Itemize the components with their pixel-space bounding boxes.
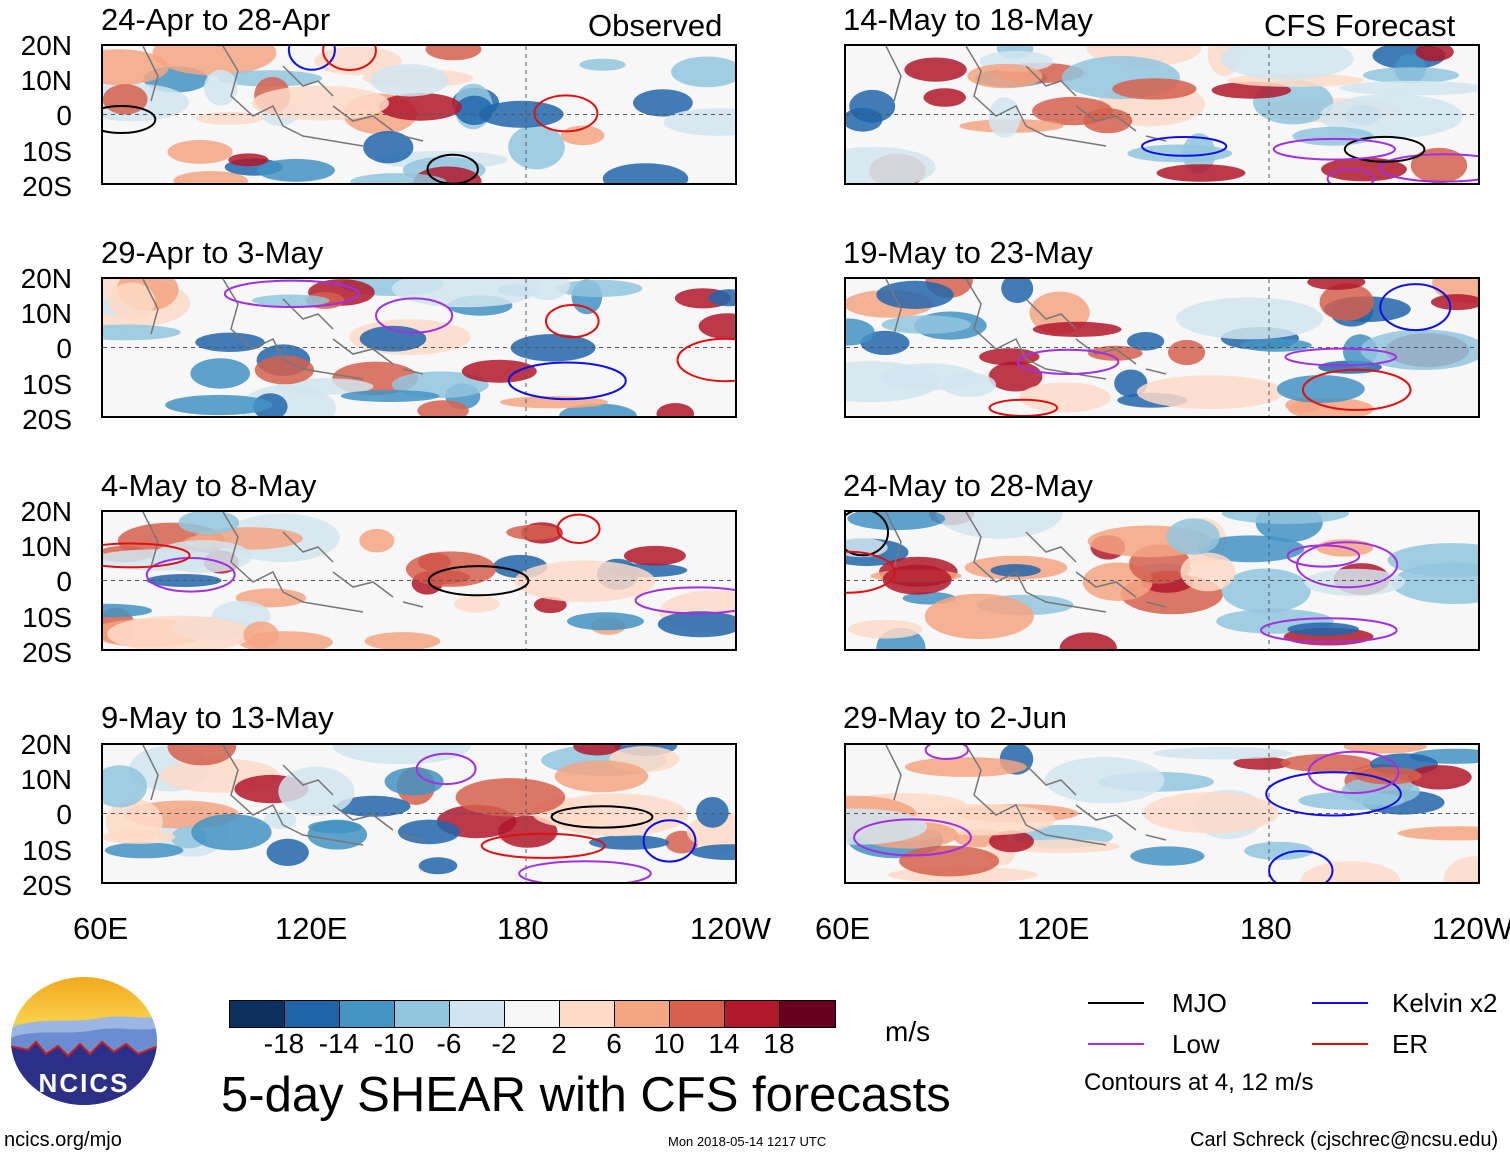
y-tick: 10N: [20, 298, 72, 329]
legend-label-low: Low: [1172, 1029, 1220, 1059]
panel-title-fc-1: 14-May to 18-May: [843, 2, 1093, 37]
forecast-label: CFS Forecast: [1264, 8, 1456, 43]
shear-field: [846, 745, 1478, 882]
colorbar-tick-label: 2: [551, 1028, 567, 1059]
colorbar-swatch: [450, 1001, 505, 1027]
shear-field: [846, 512, 1478, 649]
shear-field: [846, 46, 1478, 183]
colorbar-tick-label: -2: [491, 1028, 517, 1059]
colorbar-swatch: [780, 1001, 835, 1027]
y-tick: 0: [56, 799, 72, 830]
shear-field: [103, 279, 735, 416]
colorbar: [229, 1000, 836, 1028]
timestamp: Mon 2018-05-14 1217 UTC: [668, 1134, 827, 1149]
source-link[interactable]: ncics.org/mjo: [4, 1129, 122, 1151]
colorbar-tick-label: -10: [373, 1028, 415, 1059]
y-tick: 20S: [22, 637, 72, 668]
shear-field: [103, 745, 735, 882]
colorbar-tick-label: -18: [263, 1028, 305, 1059]
main-title: 5-day SHEAR with CFS forecasts: [221, 1068, 951, 1122]
legend-label-mjo: MJO: [1172, 988, 1227, 1018]
panel-title-obs-3: 4-May to 8-May: [101, 468, 317, 503]
y-tick: 10N: [20, 764, 72, 795]
colorbar-tick-label: 6: [606, 1028, 622, 1059]
y-tick: 10S: [22, 136, 72, 167]
colorbar-swatch: [615, 1001, 670, 1027]
colorbar-swatch: [560, 1001, 615, 1027]
legend-label-kelvin: Kelvin x2: [1392, 988, 1498, 1018]
legend-line-low: [1088, 1043, 1144, 1045]
y-tick: 20N: [20, 496, 72, 527]
x-tick-right-180: 180: [1240, 911, 1292, 946]
ncics-logo: NCICS: [10, 976, 158, 1106]
y-tick: 10S: [22, 602, 72, 633]
map-panel-obs-1: [101, 44, 737, 185]
map-panel-fc-1: [844, 44, 1480, 185]
y-tick: 0: [56, 566, 72, 597]
panel-title-fc-4: 29-May to 2-Jun: [843, 700, 1067, 735]
units-label: m/s: [885, 1016, 931, 1047]
colorbar-swatch: [285, 1001, 340, 1027]
panel-title-obs-2: 29-Apr to 3-May: [101, 235, 324, 270]
y-tick: 10S: [22, 369, 72, 400]
panel-title-obs-1: 24-Apr to 28-Apr: [101, 2, 331, 37]
x-tick-left-120w: 120W: [690, 911, 771, 946]
y-tick: 20S: [22, 870, 72, 901]
shear-field: [103, 46, 735, 183]
colorbar-swatch: [725, 1001, 780, 1027]
y-tick: 10S: [22, 835, 72, 866]
y-tick: 20N: [20, 30, 72, 61]
colorbar-tick-label: -6: [436, 1028, 462, 1059]
observed-label: Observed: [588, 8, 723, 43]
y-tick: 10N: [20, 531, 72, 562]
x-tick-left-60e: 60E: [73, 911, 129, 946]
colorbar-swatch: [670, 1001, 725, 1027]
colorbar-swatch: [395, 1001, 450, 1027]
colorbar-swatch: [505, 1001, 560, 1027]
y-tick: 0: [56, 333, 72, 364]
map-panel-fc-3: [844, 510, 1480, 651]
map-panel-obs-3: [101, 510, 737, 651]
x-tick-right-60e: 60E: [815, 911, 871, 946]
y-tick: 20N: [20, 263, 72, 294]
y-tick: 20N: [20, 729, 72, 760]
colorbar-tick-label: 14: [708, 1028, 740, 1059]
legend-label-er: ER: [1392, 1029, 1429, 1059]
credit: Carl Schreck (cjschrec@ncsu.edu): [1190, 1129, 1499, 1151]
legend-line-er: [1312, 1043, 1368, 1045]
map-panel-fc-2: [844, 277, 1480, 418]
colorbar-tick-label: 18: [763, 1028, 795, 1059]
y-tick: 20S: [22, 171, 72, 202]
colorbar-tick-label: 10: [653, 1028, 685, 1059]
panel-title-fc-2: 19-May to 23-May: [843, 235, 1093, 270]
map-panel-fc-4: [844, 743, 1480, 884]
colorbar-swatch: [340, 1001, 395, 1027]
x-tick-right-120e: 120E: [1017, 911, 1090, 946]
panel-title-fc-3: 24-May to 28-May: [843, 468, 1093, 503]
colorbar-tick-label: -14: [318, 1028, 360, 1059]
logo-text: NCICS: [39, 1068, 130, 1098]
legend-line-kelvin: [1312, 1002, 1368, 1004]
shear-field: [846, 279, 1478, 416]
map-panel-obs-2: [101, 277, 737, 418]
shear-field: [103, 512, 735, 649]
y-tick: 10N: [20, 65, 72, 96]
map-panel-obs-4: [101, 743, 737, 884]
y-tick: 0: [56, 100, 72, 131]
x-tick-left-180: 180: [497, 911, 549, 946]
x-tick-left-120e: 120E: [275, 911, 348, 946]
x-tick-right-120w: 120W: [1432, 911, 1510, 946]
y-tick: 20S: [22, 404, 72, 435]
colorbar-swatch: [230, 1001, 285, 1027]
contour-note: Contours at 4, 12 m/s: [1084, 1069, 1314, 1096]
legend-line-mjo: [1088, 1002, 1144, 1004]
panel-title-obs-4: 9-May to 13-May: [101, 700, 334, 735]
